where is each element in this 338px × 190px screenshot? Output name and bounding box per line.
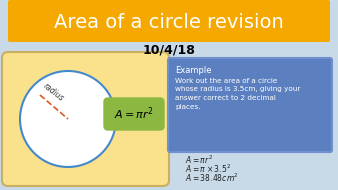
Text: $A = \pi r^2$: $A = \pi r^2$ (114, 106, 154, 122)
FancyBboxPatch shape (2, 52, 169, 186)
Text: Work out the area of a circle
whose radius is 3.5cm, giving your
answer correct : Work out the area of a circle whose radi… (175, 78, 300, 109)
Circle shape (20, 71, 116, 167)
FancyBboxPatch shape (104, 98, 164, 130)
Text: 10/4/18: 10/4/18 (143, 44, 195, 56)
FancyBboxPatch shape (168, 58, 332, 152)
FancyBboxPatch shape (8, 0, 330, 42)
Text: $A = \pi \times 3.5^2$: $A = \pi \times 3.5^2$ (185, 163, 231, 175)
Text: radius: radius (42, 81, 66, 103)
Text: $A = \pi r^2$: $A = \pi r^2$ (185, 154, 213, 166)
Text: Example: Example (175, 66, 212, 75)
Text: Area of a circle revision: Area of a circle revision (54, 13, 284, 32)
Text: $A = 38.48cm^2$: $A = 38.48cm^2$ (185, 172, 239, 184)
